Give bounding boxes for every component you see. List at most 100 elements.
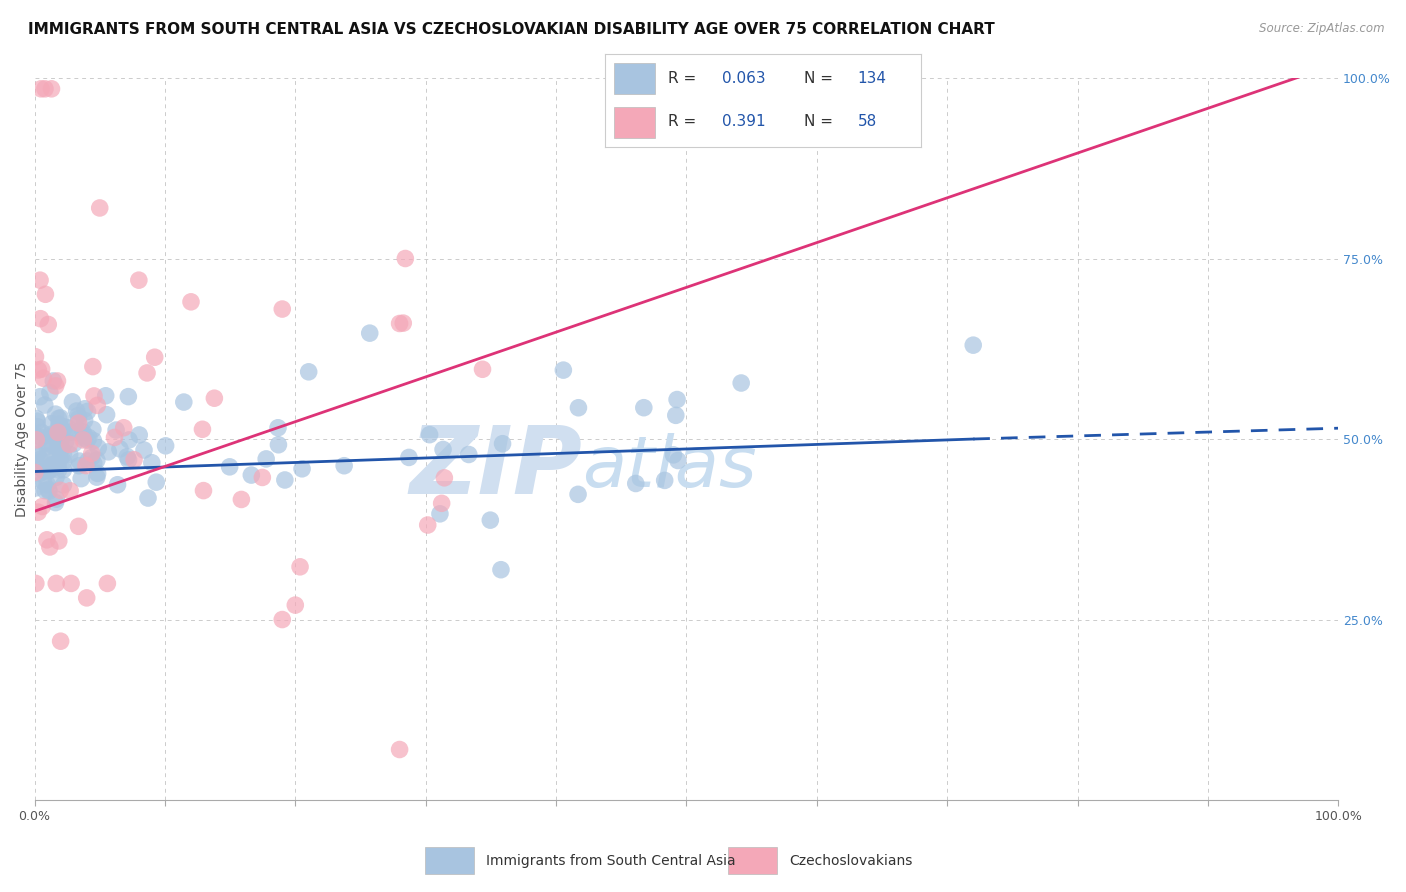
Point xyxy=(76,433,98,447)
Text: 0.063: 0.063 xyxy=(721,71,765,87)
Point xyxy=(48,417,70,432)
Point xyxy=(48,423,70,437)
Point xyxy=(46,442,69,456)
Point xyxy=(112,421,135,435)
Point xyxy=(240,468,263,483)
Point xyxy=(666,453,689,467)
Point xyxy=(271,613,294,627)
Point xyxy=(155,439,177,453)
Point xyxy=(49,411,72,425)
Point xyxy=(122,452,145,467)
Point xyxy=(48,419,70,434)
Point xyxy=(38,385,60,400)
Point xyxy=(31,454,53,468)
Point xyxy=(69,454,91,468)
Point xyxy=(141,456,163,470)
Point xyxy=(30,311,52,326)
Point xyxy=(52,454,75,468)
Point xyxy=(105,423,128,437)
Point xyxy=(80,446,103,460)
Point xyxy=(28,390,51,404)
Point xyxy=(42,439,65,453)
Point xyxy=(128,428,150,442)
Point xyxy=(143,350,166,364)
Point xyxy=(94,389,117,403)
Text: R =: R = xyxy=(668,71,702,87)
Point xyxy=(65,425,87,439)
Point xyxy=(73,428,96,442)
Text: Immigrants from South Central Asia: Immigrants from South Central Asia xyxy=(486,854,737,868)
Point xyxy=(67,458,90,473)
Point xyxy=(32,475,55,489)
Text: atlas: atlas xyxy=(582,434,756,502)
Point xyxy=(38,483,60,497)
Point xyxy=(392,316,415,330)
Point xyxy=(457,448,479,462)
Point xyxy=(117,453,139,467)
Point xyxy=(30,431,52,445)
Point xyxy=(107,477,129,491)
Point xyxy=(35,440,58,454)
Point xyxy=(34,287,56,301)
Point xyxy=(291,462,314,476)
Point xyxy=(37,477,59,491)
Point xyxy=(72,425,94,439)
Point xyxy=(65,404,87,418)
Point xyxy=(67,519,90,533)
Point xyxy=(73,401,96,416)
Point xyxy=(49,420,72,434)
Point xyxy=(252,470,274,484)
Point xyxy=(298,365,321,379)
Point xyxy=(388,317,411,331)
Point xyxy=(359,326,381,340)
Point xyxy=(730,376,752,390)
Point xyxy=(108,442,131,456)
Point xyxy=(218,459,240,474)
Point xyxy=(67,416,90,430)
Point xyxy=(80,450,103,465)
Point xyxy=(38,464,60,478)
Point xyxy=(63,436,86,450)
Point xyxy=(73,413,96,427)
Point xyxy=(388,742,411,756)
Point xyxy=(35,533,58,547)
Point xyxy=(86,467,108,481)
Point xyxy=(37,435,59,450)
Point xyxy=(118,433,141,447)
Point xyxy=(136,491,159,505)
Point xyxy=(67,411,90,425)
Point xyxy=(567,487,589,501)
Point xyxy=(30,82,52,96)
Point xyxy=(82,359,104,374)
Point xyxy=(193,483,215,498)
Point xyxy=(86,453,108,467)
Point xyxy=(27,459,49,474)
Point xyxy=(60,576,83,591)
Point xyxy=(267,438,290,452)
Point xyxy=(76,404,98,418)
Point xyxy=(97,445,120,459)
Point xyxy=(180,294,202,309)
Text: IMMIGRANTS FROM SOUTH CENTRAL ASIA VS CZECHOSLOVAKIAN DISABILITY AGE OVER 75 COR: IMMIGRANTS FROM SOUTH CENTRAL ASIA VS CZ… xyxy=(28,22,995,37)
Point xyxy=(44,495,66,509)
Point xyxy=(45,379,67,393)
Point xyxy=(34,398,56,412)
Point xyxy=(25,447,48,461)
Point xyxy=(59,483,82,498)
Point xyxy=(117,390,139,404)
Point xyxy=(44,457,66,471)
Point xyxy=(284,598,307,612)
FancyBboxPatch shape xyxy=(614,63,655,94)
Point xyxy=(173,395,195,409)
Point xyxy=(89,201,111,215)
Point xyxy=(76,591,98,605)
Point xyxy=(654,474,676,488)
Y-axis label: Disability Age Over 75: Disability Age Over 75 xyxy=(15,361,30,516)
Point xyxy=(27,505,49,519)
Point xyxy=(37,318,59,332)
Point xyxy=(49,634,72,648)
Point xyxy=(202,391,225,405)
Point xyxy=(42,374,65,388)
Point xyxy=(25,411,48,425)
Text: 58: 58 xyxy=(858,114,877,129)
